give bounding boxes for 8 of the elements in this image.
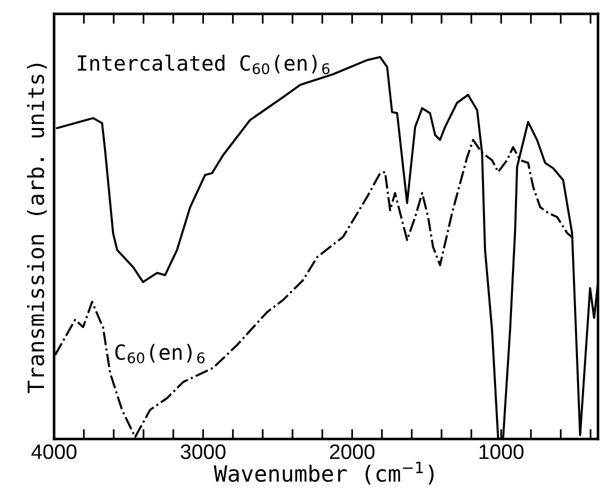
annotation: Intercalated C$_{60}$(en)$_{6}$ [78,54,330,74]
y-axis-title: Transmission (arb. units) [27,64,47,394]
x-tick-label: 4000 [31,444,76,460]
x-tick-label: 3000 [180,444,226,460]
annotation: C$_{60}$(en)$_{6}$ [115,344,205,364]
x-axis-title: Wavenumber (cm$^{−1}$) [214,462,434,485]
x-tick-label: 2000 [330,444,374,460]
x-tick-label: 1000 [480,444,524,460]
